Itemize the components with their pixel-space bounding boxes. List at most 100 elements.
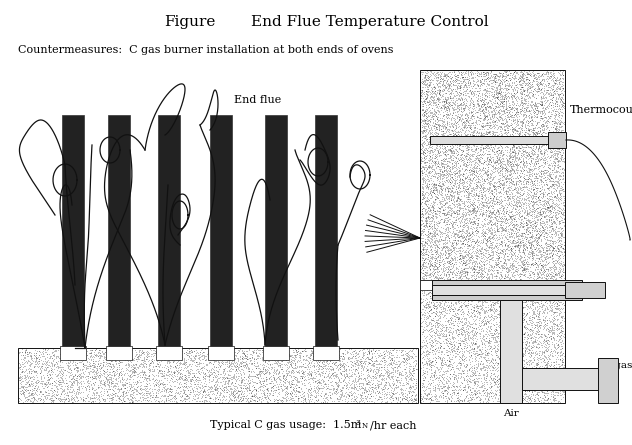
Point (553, 165, 563, 172)
Point (509, 211, 519, 218)
Point (451, 216, 461, 223)
Point (284, 369, 294, 376)
Point (188, 374, 198, 381)
Point (514, 340, 524, 347)
Point (475, 173, 485, 180)
Point (479, 198, 489, 205)
Point (526, 333, 537, 340)
Point (331, 388, 341, 395)
Point (502, 345, 513, 352)
Point (554, 235, 564, 242)
Point (494, 311, 504, 318)
Point (389, 346, 399, 353)
Point (88, 368, 98, 375)
Point (507, 383, 517, 390)
Point (507, 142, 518, 149)
Point (441, 111, 451, 118)
Point (515, 305, 525, 312)
Point (446, 211, 456, 218)
Point (468, 307, 478, 314)
Point (531, 156, 541, 163)
Point (85, 394, 95, 401)
Point (529, 177, 539, 184)
Point (190, 374, 200, 381)
Point (470, 379, 480, 386)
Point (426, 306, 436, 313)
Point (553, 117, 563, 124)
Point (143, 363, 154, 370)
Point (434, 135, 444, 142)
Point (270, 387, 281, 394)
Point (32, 348, 42, 355)
Point (263, 388, 273, 395)
Point (481, 356, 491, 364)
Point (509, 125, 520, 132)
Point (334, 398, 344, 405)
Point (510, 275, 520, 282)
Point (457, 261, 467, 268)
Point (437, 122, 447, 129)
Point (473, 217, 483, 224)
Point (435, 142, 446, 149)
Point (216, 363, 226, 370)
Point (547, 81, 557, 88)
Point (49, 397, 59, 404)
Point (462, 244, 472, 251)
Point (25, 348, 35, 355)
Point (109, 372, 119, 379)
Point (500, 225, 510, 232)
Point (73, 385, 83, 392)
Point (470, 168, 480, 175)
Point (348, 352, 358, 359)
Point (505, 290, 515, 297)
Point (526, 177, 537, 184)
Point (146, 397, 156, 405)
Point (535, 78, 545, 85)
Point (181, 359, 191, 366)
Point (284, 396, 295, 403)
Point (15, 364, 25, 371)
Point (450, 98, 460, 105)
Point (490, 349, 500, 356)
Point (324, 370, 334, 377)
Point (494, 138, 504, 146)
Point (502, 164, 513, 171)
Point (488, 78, 498, 85)
Point (556, 230, 566, 237)
Point (547, 259, 557, 266)
Point (408, 383, 418, 390)
Point (439, 210, 449, 217)
Point (104, 349, 114, 356)
Point (461, 260, 471, 267)
Point (495, 106, 505, 113)
Point (109, 382, 119, 389)
Point (532, 69, 542, 76)
Point (319, 384, 329, 391)
Point (446, 254, 456, 261)
Point (418, 138, 428, 145)
Point (477, 382, 487, 389)
Point (485, 388, 495, 395)
Point (532, 350, 542, 357)
Point (422, 99, 432, 106)
Point (157, 371, 167, 378)
Point (471, 187, 481, 194)
Point (305, 354, 315, 361)
Point (525, 326, 535, 333)
Point (336, 352, 346, 360)
Point (47, 380, 57, 387)
Point (534, 213, 544, 220)
Point (483, 362, 494, 369)
Point (549, 71, 559, 78)
Point (231, 361, 241, 368)
Point (489, 377, 499, 384)
Point (130, 368, 140, 375)
Point (418, 387, 428, 394)
Point (447, 200, 457, 207)
Point (517, 146, 527, 154)
Point (493, 170, 503, 177)
Point (469, 214, 479, 221)
Point (151, 362, 161, 369)
Point (550, 186, 561, 193)
Point (72, 380, 82, 388)
